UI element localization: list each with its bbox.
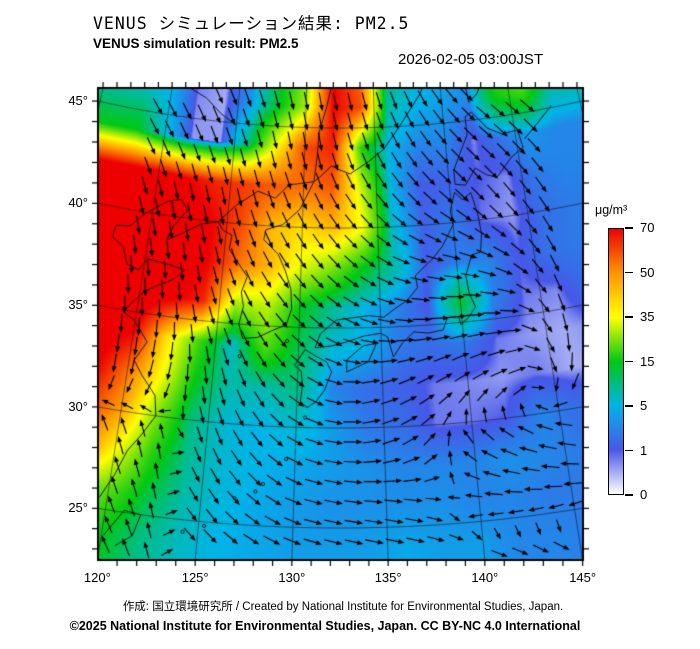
colorbar-tick-label-35: 35 xyxy=(640,309,655,324)
x-axis-label-130: 130° xyxy=(278,570,306,585)
timestamp: 2026-02-05 03:00JST xyxy=(398,51,544,68)
y-axis-label-25: 25° xyxy=(68,500,88,516)
colorbar-tick xyxy=(625,449,633,451)
colorbar-tick xyxy=(625,494,633,496)
x-axis-label-140: 140° xyxy=(471,570,499,585)
x-axis-label-125: 125° xyxy=(181,570,209,585)
colorbar-tick xyxy=(625,227,633,229)
colorbar-tick-label-70: 70 xyxy=(640,220,655,235)
y-axis-label-40: 40° xyxy=(68,195,88,211)
page-title-english: VENUS simulation result: PM2.5 xyxy=(93,36,299,51)
copyright-line: ©2025 National Institute for Environment… xyxy=(69,619,581,633)
colorbar-tick xyxy=(625,360,633,362)
y-axis-label-35: 35° xyxy=(68,297,88,313)
y-axis-label-45: 45° xyxy=(68,93,88,109)
colorbar-tick xyxy=(625,405,633,407)
colorbar-tick xyxy=(625,316,633,318)
page-title-japanese: VENUS シミュレーション結果: PM2.5 xyxy=(93,14,410,33)
colorbar-tick-label-0: 0 xyxy=(640,487,648,502)
y-axis-label-30: 30° xyxy=(68,398,88,414)
x-axis-label-145: 145° xyxy=(569,570,597,585)
colorbar-tick-label-5: 5 xyxy=(640,398,648,413)
colorbar-tick xyxy=(625,271,633,273)
x-axis-label-120: 120° xyxy=(83,570,111,585)
colorbar-tick-label-15: 15 xyxy=(640,353,655,369)
colorbar-unit-label: μg/m³ xyxy=(595,203,628,217)
colorbar-tick-label-1: 1 xyxy=(640,442,648,458)
x-axis-label-135: 135° xyxy=(374,570,402,585)
colorbar-tick-label-50: 50 xyxy=(640,264,655,280)
credit-line: 作成: 国立環境研究所 / Created by National Instit… xyxy=(122,601,564,613)
colorbar xyxy=(608,228,624,495)
